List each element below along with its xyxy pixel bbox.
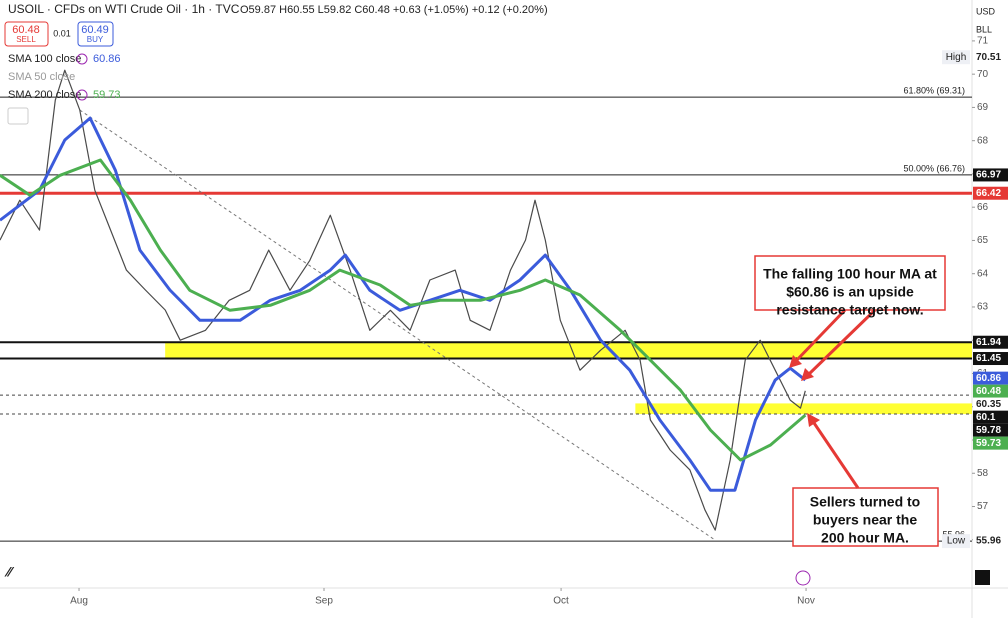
price-label: 60.1 xyxy=(976,412,996,423)
annotation: resistance target now. xyxy=(776,302,923,318)
collapse-button[interactable] xyxy=(7,107,29,125)
annotation: The falling 100 hour MA at xyxy=(763,266,937,282)
price-label: 60.86 xyxy=(976,373,1001,384)
price-tag: High xyxy=(946,52,967,63)
price-label-bg xyxy=(973,423,1008,437)
x-tick-label: Nov xyxy=(797,596,815,607)
y-tick-label: 57 xyxy=(977,501,989,512)
y-tick-label: 68 xyxy=(977,135,989,146)
unit: BLL xyxy=(976,24,992,34)
buy-label[interactable]: BUY xyxy=(87,35,104,44)
price-label: 60.35 xyxy=(976,399,1001,410)
x-tick-label: Sep xyxy=(315,596,333,607)
price-label-bg xyxy=(973,534,1008,548)
legend-label: SMA 200 close xyxy=(8,89,81,101)
y-tick-label: 70 xyxy=(977,69,989,80)
price-label-bg xyxy=(973,186,1008,200)
y-tick-label: 66 xyxy=(977,202,989,213)
price-tag-bg xyxy=(942,534,970,549)
price-label: 59.73 xyxy=(976,438,1001,449)
level-label: 50.00% (66.76) xyxy=(903,163,965,173)
price-label-bg xyxy=(973,384,1008,398)
price-label: 70.51 xyxy=(976,52,1001,63)
price-label-bg xyxy=(973,436,1008,450)
legend-value: 59.73 xyxy=(93,89,121,101)
price-label: 66.42 xyxy=(976,188,1001,199)
events-icon[interactable] xyxy=(795,570,811,586)
price-tag: Low xyxy=(947,536,966,547)
tv-logo: ⁄⁄ xyxy=(4,564,14,580)
line xyxy=(0,69,806,531)
price-label-bg xyxy=(973,168,1008,182)
annotation: $60.86 is an upside xyxy=(786,284,914,300)
y-tick-label: 69 xyxy=(977,102,989,113)
annotation-box xyxy=(754,255,946,311)
y-tick-label: 58 xyxy=(977,468,989,479)
price-label: 55.96 xyxy=(976,536,1001,547)
y-tick-label: 71 xyxy=(977,36,989,47)
symbol[interactable]: USOIL · CFDs on WTI Crude Oil · 1h · TVC xyxy=(8,2,240,16)
annotation: Sellers turned to xyxy=(810,494,920,510)
price-label: 59.78 xyxy=(976,425,1001,436)
spread: 0.01 xyxy=(53,28,71,38)
zone xyxy=(635,403,972,415)
legend-hidden[interactable]: SMA 50 close xyxy=(8,71,75,83)
y-tick-label: 63 xyxy=(977,302,989,313)
y-tick-label: 65 xyxy=(977,235,989,246)
y-tick-label: 64 xyxy=(977,268,989,279)
sell-button[interactable] xyxy=(4,21,49,47)
sell-label[interactable]: SELL xyxy=(16,35,36,44)
currency: USD xyxy=(976,6,996,16)
price-tag-bg xyxy=(942,50,970,65)
legend-icon xyxy=(76,89,88,101)
price-label: 61.45 xyxy=(976,353,1001,364)
x-tick-label: Oct xyxy=(553,596,569,607)
price-label: 60.48 xyxy=(976,386,1001,397)
price-label-bg xyxy=(973,335,1008,349)
x-tick-label: Aug xyxy=(70,596,88,607)
level-label: 61.80% (69.31) xyxy=(903,85,965,95)
annotation-box xyxy=(792,487,939,547)
price-label-bg xyxy=(973,50,1008,64)
line xyxy=(0,158,807,462)
sell-price[interactable]: 60.48 xyxy=(12,24,40,36)
legend-value: 60.86 xyxy=(93,53,121,65)
buy-button[interactable] xyxy=(77,21,114,47)
line xyxy=(0,116,807,492)
buy-price[interactable]: 60.49 xyxy=(81,24,109,36)
price-label: 61.94 xyxy=(976,337,1001,348)
annotation: 200 hour MA. xyxy=(821,530,909,546)
ohlc: O59.87 H60.55 L59.82 C60.48 +0.63 (+1.05… xyxy=(240,4,548,16)
auto-button[interactable] xyxy=(975,570,990,585)
legend-icon xyxy=(76,53,88,65)
annotation: buyers near the xyxy=(813,512,917,528)
price-label-bg xyxy=(973,371,1008,385)
price-label-bg xyxy=(973,397,1008,411)
price-label-bg xyxy=(973,352,1008,366)
plot-area: 61.80% (69.31)50.00% (66.76)55.96 xyxy=(0,69,972,542)
zone xyxy=(165,342,972,359)
price-label-bg xyxy=(973,410,1008,424)
legend-label: SMA 100 close xyxy=(8,53,81,65)
trendline xyxy=(79,109,716,541)
price-label: 66.97 xyxy=(976,170,1001,181)
arrows xyxy=(789,308,877,489)
